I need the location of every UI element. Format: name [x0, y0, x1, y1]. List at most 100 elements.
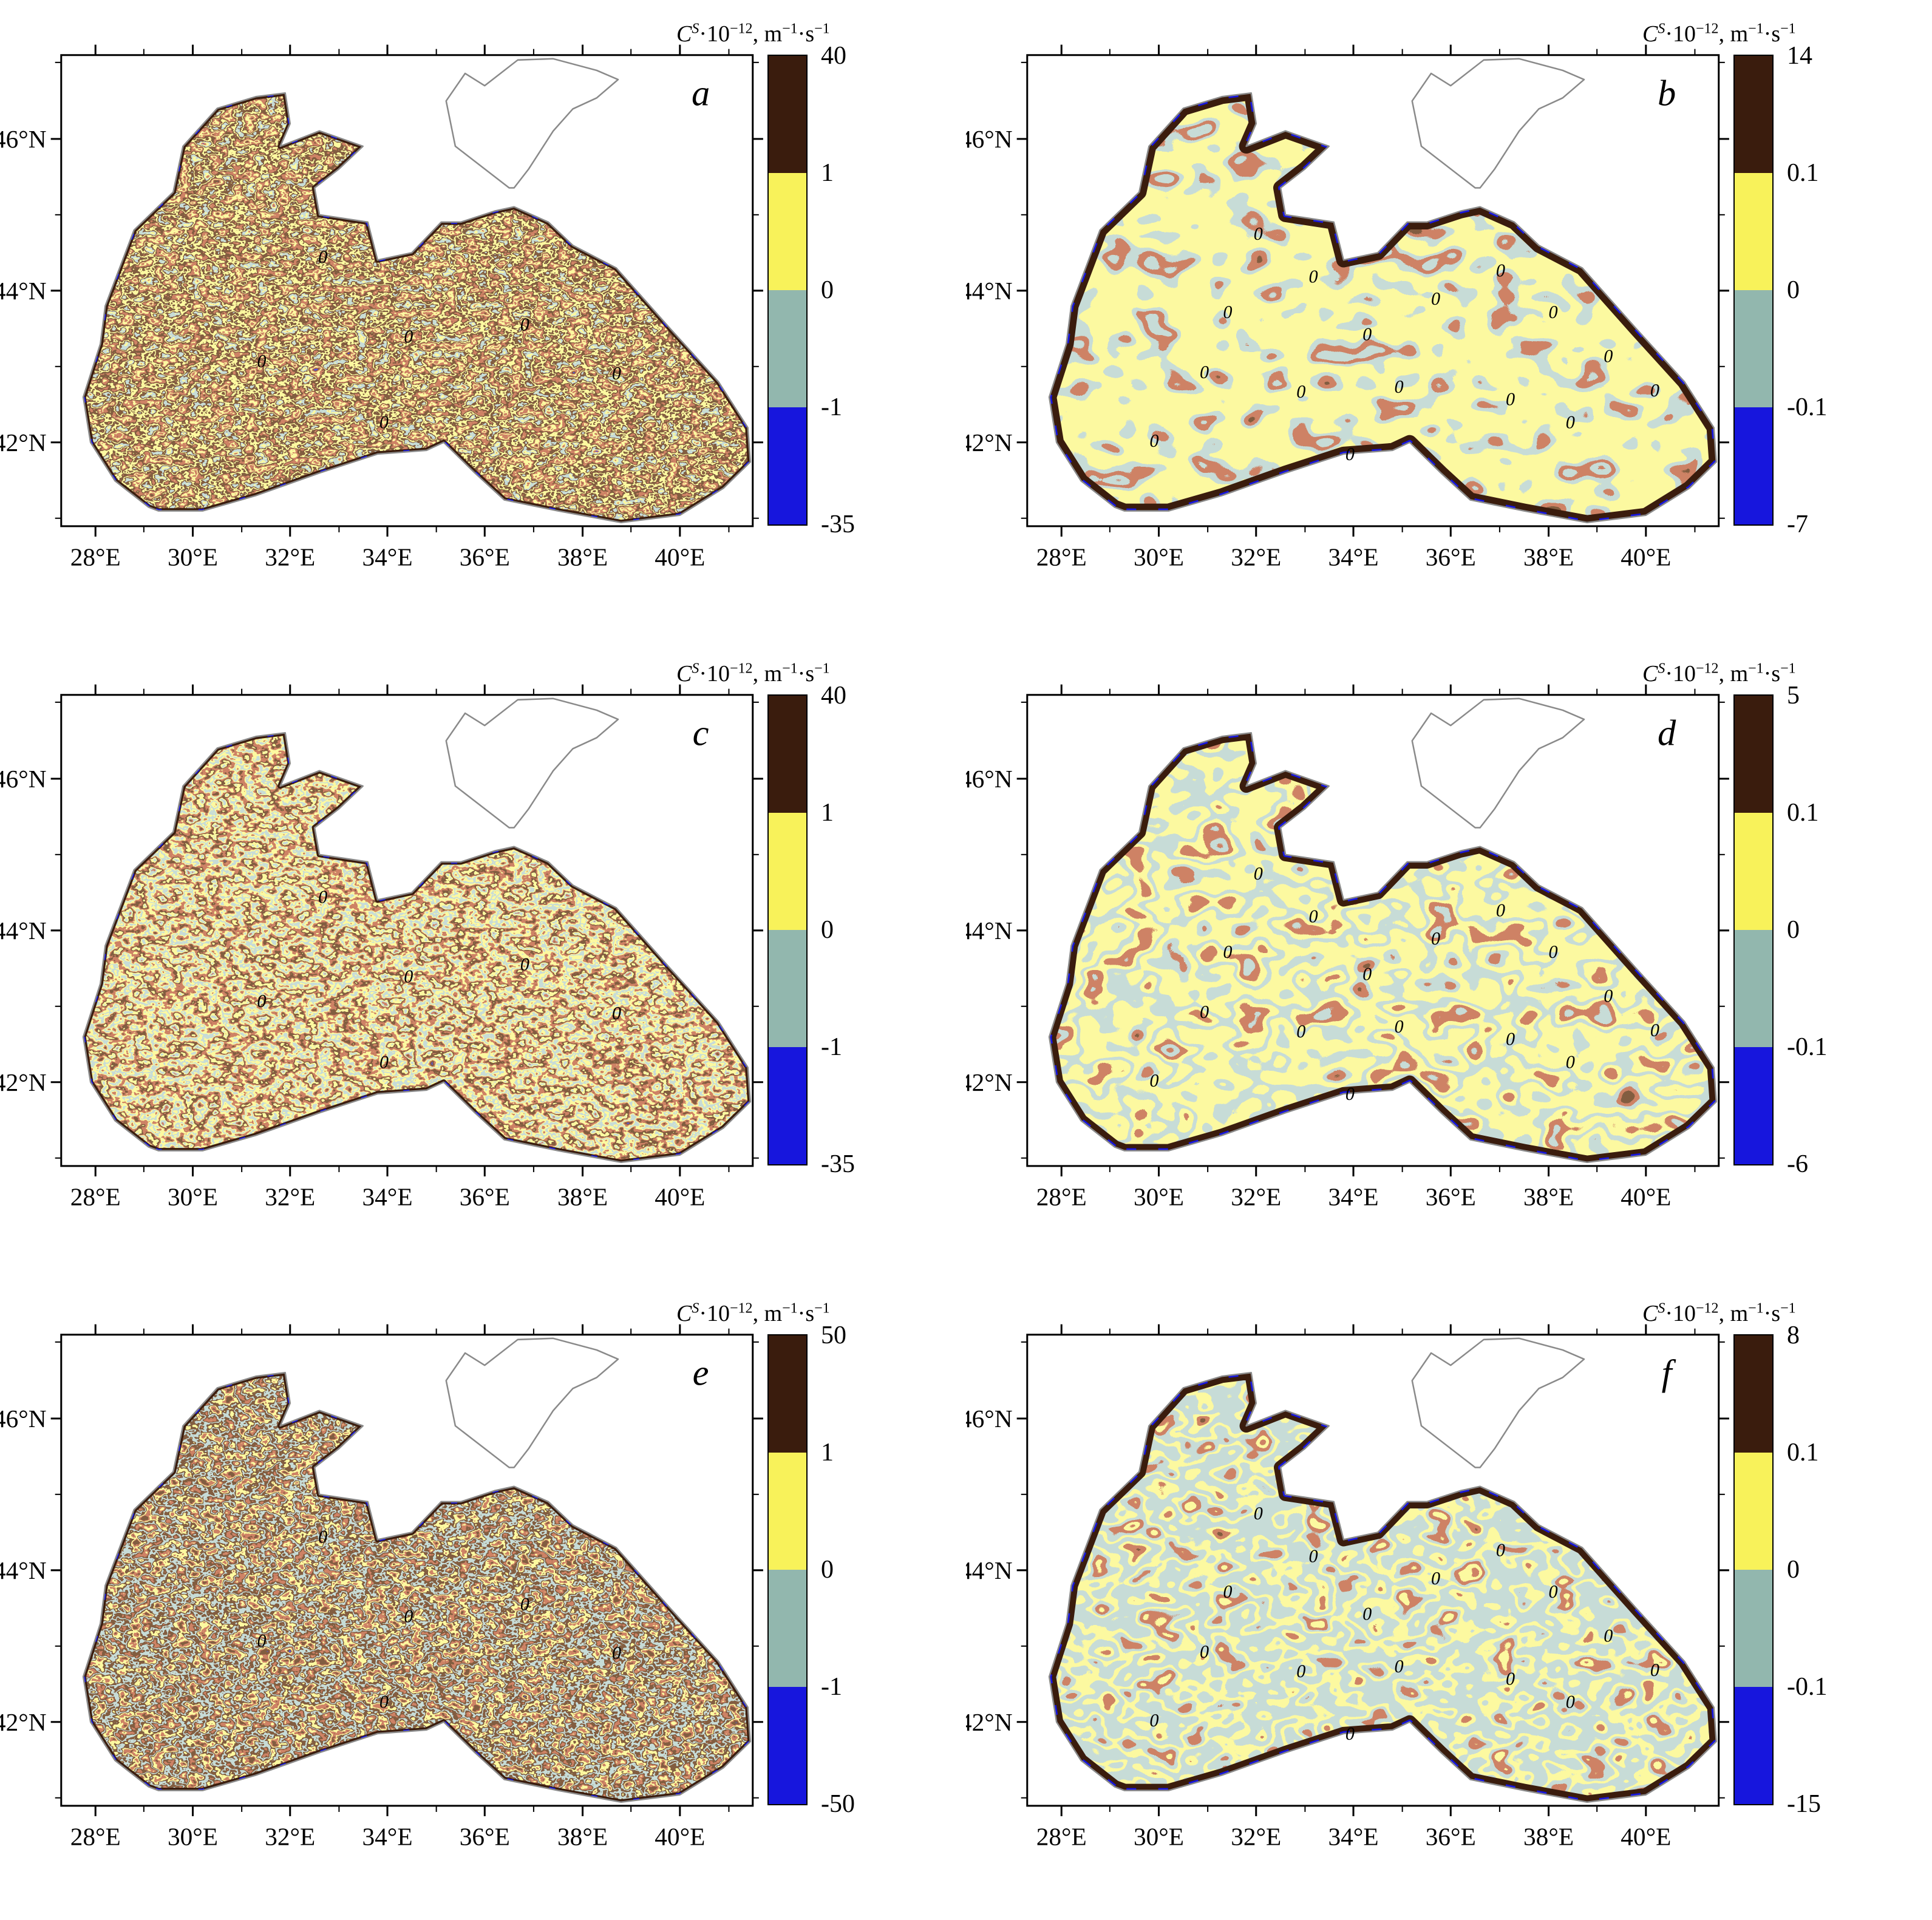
x-tick-label: 30°E — [168, 1182, 218, 1210]
colorbar-seg-negative-low — [1735, 290, 1772, 407]
colorbar-seg-negative-low — [769, 930, 806, 1047]
sea-contour-fill — [1049, 1372, 1716, 1802]
contour-zero-label: 0 — [1345, 444, 1355, 464]
contour-zero-label: 0 — [1296, 381, 1305, 402]
x-tick-label: 28°E — [1036, 1182, 1087, 1210]
colorbar-seg-positive-low — [769, 173, 806, 290]
colorbar-tick-label: -35 — [821, 511, 855, 538]
contour-zero-label: 0 — [1223, 302, 1232, 322]
contour-zero-label: 0 — [1308, 1546, 1318, 1567]
colorbar-column: CS·10−12, m−1·s−1 40 1 0 -1 -35 — [676, 0, 925, 538]
x-tick-label: 32°E — [265, 1182, 315, 1210]
contour-zero-label: 0 — [404, 1606, 413, 1626]
panel-letter: a — [692, 73, 710, 114]
contour-zero-label: 0 — [1650, 1660, 1659, 1680]
y-tick-label: 44°N — [0, 277, 47, 305]
y-tick-label: 42°N — [0, 429, 47, 456]
colorbar-title: CS·10−12, m−1·s−1 — [1642, 660, 1796, 687]
contour-zero-label: 0 — [1566, 1692, 1575, 1712]
contour-zero-label: 0 — [520, 314, 529, 334]
contour-zero-label: 0 — [520, 954, 529, 974]
colorbar-tick-label: -0.1 — [1787, 1673, 1828, 1701]
x-tick-label: 36°E — [1426, 1822, 1476, 1850]
colorbar-seg-negative-high — [1735, 1687, 1772, 1804]
x-tick-label: 40°E — [655, 1182, 705, 1210]
colorbar-column: CS·10−12, m−1·s−1 8 0.1 0 -0.1 -15 — [1642, 1280, 1891, 1818]
colorbar-column: CS·10−12, m−1·s−1 40 1 0 -1 -35 — [676, 640, 925, 1178]
x-tick-label: 34°E — [1328, 1822, 1378, 1850]
contour-zero-label: 0 — [1566, 1052, 1575, 1073]
contour-zero-label: 0 — [379, 1692, 389, 1712]
colorbar-tick-label: 8 — [1787, 1321, 1800, 1349]
contour-zero-label: 0 — [1223, 941, 1232, 962]
panel-letter: e — [693, 1352, 709, 1393]
colorbar-seg-negative-low — [769, 1570, 806, 1687]
x-tick-label: 38°E — [1523, 1182, 1574, 1210]
colorbar-tick-label: 50 — [821, 1321, 846, 1349]
colorbar-seg-positive-high — [1735, 56, 1772, 173]
colorbar-seg-negative-high — [769, 1687, 806, 1804]
contour-zero-label: 0 — [379, 412, 389, 433]
colorbar-tick-label: -0.1 — [1787, 1033, 1828, 1061]
colorbar-seg-negative-high — [1735, 407, 1772, 524]
azov-sea-outline — [445, 58, 619, 189]
x-tick-label: 30°E — [1134, 1182, 1184, 1210]
colorbar-seg-positive-high — [1735, 696, 1772, 813]
colorbar-seg-negative-high — [1735, 1047, 1772, 1164]
contour-zero-label: 0 — [1431, 288, 1440, 309]
panel-letter: d — [1658, 713, 1676, 753]
y-tick-label: 46°N — [966, 125, 1013, 153]
contour-zero-label: 0 — [404, 326, 413, 347]
azov-sea-outline — [445, 1337, 619, 1468]
x-tick-label: 32°E — [265, 1822, 315, 1850]
colorbar-tick-label: 0 — [821, 276, 834, 304]
x-tick-label: 30°E — [168, 543, 218, 571]
contour-zero-label: 0 — [612, 1003, 621, 1023]
x-tick-label: 28°E — [1036, 1822, 1087, 1850]
colorbar-tick-label: 1 — [821, 159, 834, 187]
y-tick-label: 46°N — [0, 125, 47, 153]
map-panel-a: 0 0 0 0 0 0 28°E 30°E 32°E 34°E 36°E 38°E 40°E 46°N 44… — [0, 0, 966, 640]
contour-zero-label: 0 — [1254, 1503, 1263, 1524]
colorbar-tick-label: 0.1 — [1787, 1439, 1819, 1467]
colorbar-title: CS·10−12, m−1·s−1 — [676, 21, 830, 47]
colorbar-tick-label: 14 — [1787, 42, 1812, 70]
azov-sea-outline — [445, 697, 619, 829]
contour-zero-label: 0 — [1296, 1661, 1305, 1681]
x-tick-label: 34°E — [362, 543, 412, 571]
contour-zero-label: 0 — [1496, 260, 1505, 281]
contour-zero-label: 0 — [1200, 1641, 1209, 1662]
x-tick-label: 36°E — [460, 1822, 510, 1850]
colorbar-tick-label: -1 — [821, 1673, 842, 1701]
y-tick-label: 44°N — [966, 277, 1013, 305]
sea-contour-fill — [1049, 733, 1716, 1162]
colorbar-seg-negative-low — [1735, 930, 1772, 1047]
map-panel-d: 0 0 0 0 0 0 0 0 0 0 0 0 0 0 0 0 28°E 30°E 32°E 34°E 36°E 38°E… — [966, 640, 1932, 1280]
y-tick-label: 42°N — [966, 1708, 1013, 1736]
y-tick-label: 42°N — [966, 429, 1013, 456]
x-tick-label: 38°E — [557, 1182, 608, 1210]
contour-zero-label: 0 — [1650, 1020, 1659, 1040]
contour-zero-label: 0 — [1549, 302, 1558, 322]
x-tick-label: 40°E — [655, 543, 705, 571]
y-tick-label: 42°N — [0, 1068, 47, 1096]
colorbar-tick-label: -15 — [1787, 1790, 1821, 1818]
colorbar-seg-positive-low — [1735, 173, 1772, 290]
y-tick-label: 42°N — [0, 1708, 47, 1736]
colorbar-tick-label: 0 — [821, 916, 834, 944]
contour-zero-label: 0 — [1308, 266, 1318, 287]
contour-zero-label: 0 — [1296, 1021, 1305, 1042]
contour-zero-label: 0 — [1496, 900, 1505, 921]
colorbar-tick-label: 5 — [1787, 682, 1800, 710]
contour-zero-label: 0 — [1223, 1581, 1232, 1602]
x-tick-label: 32°E — [1231, 543, 1281, 571]
y-tick-label: 46°N — [966, 1405, 1013, 1433]
colorbar-tick-label: -0.1 — [1787, 393, 1828, 421]
contour-zero-label: 0 — [1308, 906, 1318, 927]
x-tick-label: 40°E — [655, 1822, 705, 1850]
contour-zero-label: 0 — [1506, 388, 1515, 409]
map-panel-b: 0 0 0 0 0 0 0 0 0 0 0 0 0 0 0 0 28°E 30°E 32°E 34°E 36°E 38°E… — [966, 0, 1932, 640]
x-tick-label: 28°E — [70, 1822, 121, 1850]
x-tick-label: 40°E — [1621, 543, 1671, 571]
